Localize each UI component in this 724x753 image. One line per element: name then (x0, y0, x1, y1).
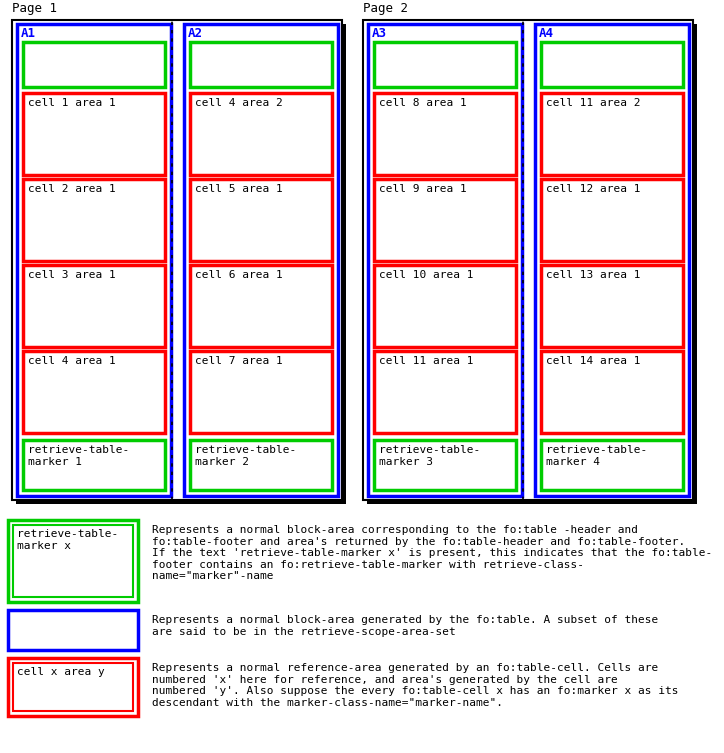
Bar (374, 179, 516, 261)
Text: A1: A1 (21, 27, 36, 40)
Bar (16, 24, 346, 504)
Bar (363, 20, 693, 500)
Bar (367, 24, 697, 504)
Bar (541, 351, 683, 433)
Text: A4: A4 (539, 27, 554, 40)
Text: Page 2: Page 2 (363, 2, 408, 15)
Bar (190, 351, 332, 433)
Bar (8, 658, 138, 716)
Text: cell 5 area 1: cell 5 area 1 (195, 184, 283, 194)
Bar (541, 93, 683, 175)
Text: cell 12 area 1: cell 12 area 1 (546, 184, 641, 194)
Text: cell 4 area 1: cell 4 area 1 (28, 356, 116, 366)
Text: cell 8 area 1: cell 8 area 1 (379, 98, 467, 108)
Text: cell 11 area 2: cell 11 area 2 (546, 98, 641, 108)
Text: cell 3 area 1: cell 3 area 1 (28, 270, 116, 280)
Bar (23, 42, 165, 87)
Text: Represents a normal reference-area generated by an fo:table-cell. Cells are
numb: Represents a normal reference-area gener… (152, 663, 678, 708)
Text: Page 1: Page 1 (12, 2, 57, 15)
Text: cell 4 area 2: cell 4 area 2 (195, 98, 283, 108)
Bar (368, 24, 522, 496)
Text: cell 14 area 1: cell 14 area 1 (546, 356, 641, 366)
Text: retrieve-table-
marker 2: retrieve-table- marker 2 (195, 445, 296, 467)
Bar (23, 351, 165, 433)
Bar (17, 24, 171, 496)
Text: cell 1 area 1: cell 1 area 1 (28, 98, 116, 108)
Text: cell 13 area 1: cell 13 area 1 (546, 270, 641, 280)
Bar (541, 179, 683, 261)
Bar (184, 24, 338, 496)
Bar (13, 525, 133, 597)
Text: Represents a normal block-area generated by the fo:table. A subset of these
are : Represents a normal block-area generated… (152, 615, 658, 636)
Bar (374, 351, 516, 433)
Bar (12, 20, 342, 500)
Bar (23, 440, 165, 490)
Text: cell 11 area 1: cell 11 area 1 (379, 356, 473, 366)
Text: retrieve-table-
marker 1: retrieve-table- marker 1 (28, 445, 130, 467)
Text: A3: A3 (372, 27, 387, 40)
Bar (374, 42, 516, 87)
Bar (13, 663, 133, 711)
Text: cell 7 area 1: cell 7 area 1 (195, 356, 283, 366)
Text: A2: A2 (188, 27, 203, 40)
Bar (374, 93, 516, 175)
Text: retrieve-table-
marker 4: retrieve-table- marker 4 (546, 445, 647, 467)
Text: cell 9 area 1: cell 9 area 1 (379, 184, 467, 194)
Text: Represents a normal block-area corresponding to the fo:table -header and
fo:tabl: Represents a normal block-area correspon… (152, 525, 712, 581)
Bar (23, 179, 165, 261)
Bar (190, 265, 332, 347)
Bar (8, 520, 138, 602)
Text: retrieve-table-
marker 3: retrieve-table- marker 3 (379, 445, 480, 467)
Bar (190, 93, 332, 175)
Bar (190, 179, 332, 261)
Bar (23, 265, 165, 347)
Bar (374, 265, 516, 347)
Bar (541, 42, 683, 87)
Bar (374, 440, 516, 490)
Bar (190, 440, 332, 490)
Text: retrieve-table-
marker x: retrieve-table- marker x (17, 529, 118, 550)
Text: cell 10 area 1: cell 10 area 1 (379, 270, 473, 280)
Bar (541, 440, 683, 490)
Text: cell 2 area 1: cell 2 area 1 (28, 184, 116, 194)
Bar (8, 610, 138, 650)
Bar (190, 42, 332, 87)
Bar (535, 24, 689, 496)
Text: cell x area y: cell x area y (17, 667, 105, 677)
Text: cell 6 area 1: cell 6 area 1 (195, 270, 283, 280)
Bar (23, 93, 165, 175)
Bar (541, 265, 683, 347)
